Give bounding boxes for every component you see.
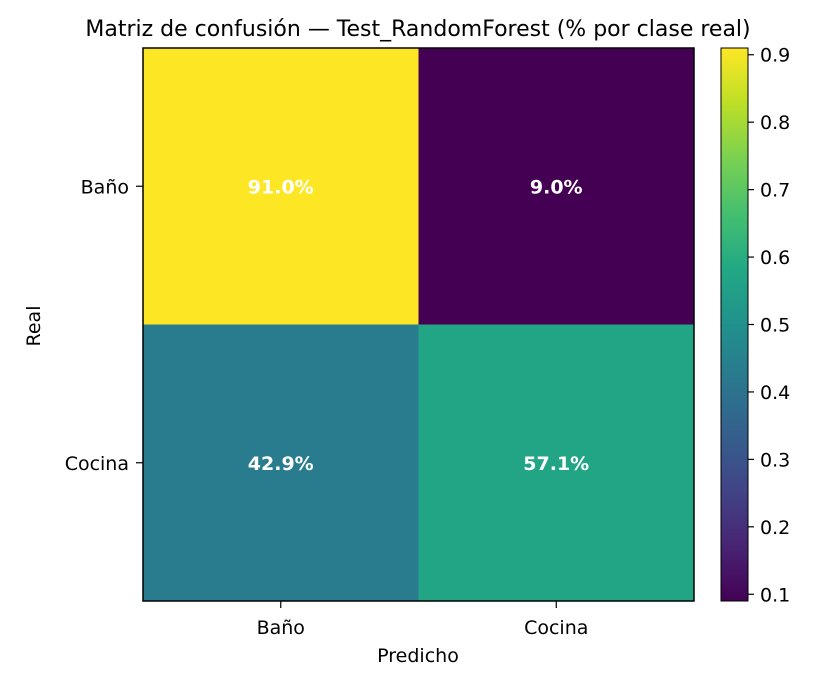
y-axis-label: Real [23, 306, 45, 347]
colorbar-tick-label: 0.2 [760, 517, 790, 539]
colorbar-tick-label: 0.7 [760, 180, 790, 202]
heatmap-cell [418, 324, 694, 601]
colorbar-tick-label: 0.3 [760, 449, 790, 471]
plot-frame [142, 47, 695, 602]
cell-value-label: 9.0% [530, 176, 583, 198]
colorbar-ticks: 0.1 0.2 0.3 0.4 0.5 0.6 0.7 0.8 0.9 [748, 45, 790, 606]
colorbar-tick-label: 0.6 [760, 247, 790, 269]
x-tick-label: Baño [257, 617, 305, 639]
x-axis-label: Predicho [377, 645, 459, 667]
chart-title: Matriz de confusión — Test_RandomForest … [85, 17, 750, 42]
x-tick-label: Cocina [524, 617, 588, 639]
colorbar-tick-label: 0.1 [760, 584, 790, 606]
cell-value-label: 91.0% [248, 176, 314, 198]
colorbar-tick-label: 0.8 [760, 112, 790, 134]
colorbar-tick-label: 0.5 [760, 315, 790, 337]
heatmap-cell [143, 48, 419, 325]
colorbar-tick-label: 0.9 [760, 45, 790, 67]
heatmap-cells [143, 48, 694, 601]
cell-value-label: 42.9% [248, 453, 314, 475]
heatmap-cell-labels: 91.0% 9.0% 42.9% 57.1% [248, 176, 589, 475]
y-tick-label: Baño [81, 176, 129, 198]
heatmap-cell [418, 48, 694, 325]
x-axis-ticks: Baño Cocina [257, 601, 588, 639]
cell-value-label: 57.1% [523, 453, 589, 475]
colorbar-tick-label: 0.4 [760, 382, 790, 404]
colorbar [720, 47, 749, 602]
y-axis-ticks: Baño Cocina [65, 176, 143, 475]
y-tick-label: Cocina [65, 453, 129, 475]
heatmap-cell [143, 324, 419, 601]
